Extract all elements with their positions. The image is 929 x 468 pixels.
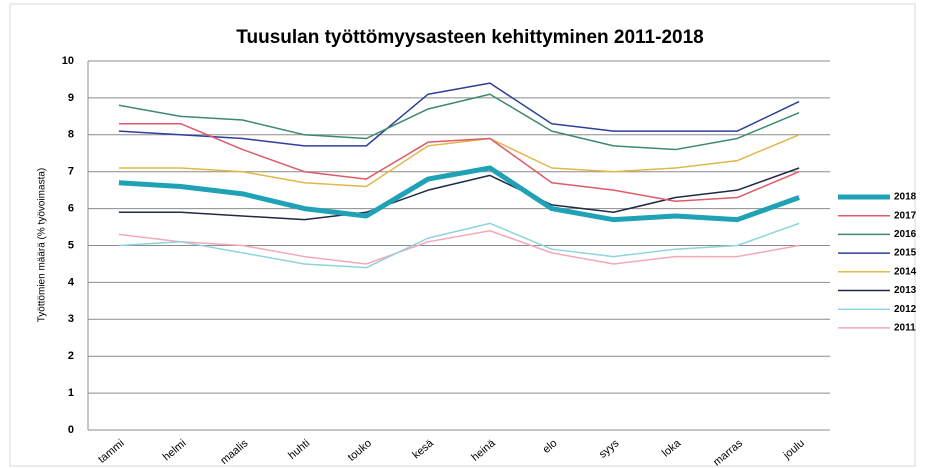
chart-title: Tuusulan työttömyysasteen kehittyminen 2… [236,27,703,48]
legend-label: 2018 [894,192,917,203]
legend-label: 2017 [894,210,917,221]
series-line [118,134,800,188]
y-tick-label: 5 [68,239,74,251]
y-tick-label: 4 [68,276,75,288]
series-line [118,93,800,151]
legend-label: 2011 [894,323,916,334]
y-tick-label: 8 [68,129,74,141]
y-tick-label: 0 [68,424,74,436]
y-tick-label: 10 [62,55,74,67]
legend-label: 2015 [894,248,917,259]
legend-label: 2013 [894,285,917,296]
series-line [118,82,800,147]
legend-label: 2016 [894,229,917,240]
legend-label: 2014 [894,266,917,277]
series-line [118,167,800,221]
series-line [118,229,800,265]
legend-label: 2012 [894,304,917,315]
y-tick-label: 6 [68,203,74,215]
y-axis-label: Työttömien määrä (% työvoimasta) [37,168,48,323]
y-tick-label: 2 [68,350,74,362]
y-tick-label: 3 [68,313,74,325]
y-tick-label: 1 [68,387,74,399]
series-line [118,122,800,202]
series-line [118,222,800,269]
y-tick-label: 7 [68,166,74,178]
y-tick-label: 9 [68,92,74,104]
series-line [118,165,800,223]
